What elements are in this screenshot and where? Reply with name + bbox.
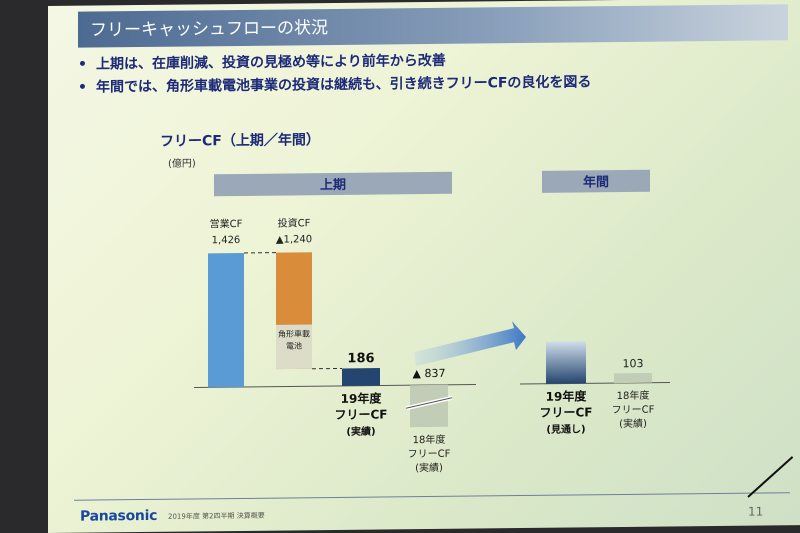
- bar-label-investing-cf: 投資CF: [278, 216, 311, 229]
- value-label-fcf-18-full-year: 103: [623, 357, 644, 370]
- value-label-fcf-18: ▲ 837: [413, 367, 446, 380]
- bar-label-operating-cf: 営業CF: [210, 217, 243, 230]
- section-header-first-half: [214, 171, 452, 197]
- bar-fcf-19-full-year: [546, 341, 586, 384]
- section-label-full-year: 年間: [583, 174, 609, 190]
- trend-arrow: [414, 321, 526, 367]
- bar-operating-cf: [208, 252, 244, 388]
- axis-break-edge: [405, 397, 453, 409]
- sub-label-battery: 電池: [286, 341, 302, 351]
- category-label-fcf-18-full-year: フリーCF: [612, 405, 655, 416]
- sub-label-battery: 角形車載: [278, 328, 310, 338]
- category-label-fcf-19-forecast: フリーCF: [539, 405, 592, 420]
- slide: フリーキャッシュフローの状況 • 上期は、在庫削減、投資の見極め等により前年から改…: [48, 0, 800, 533]
- category-label-fcf-19-forecast: (見通し): [546, 423, 585, 435]
- category-label-fcf-18: 18年度: [413, 433, 446, 446]
- bar-fcf-19-first-half: [342, 368, 380, 386]
- bar-investing-cf-sub: [276, 324, 312, 370]
- category-label-fcf-19-forecast: 19年度: [546, 388, 588, 403]
- footer-text: 2019年度 第2四半期 決算概要: [168, 511, 265, 521]
- category-label-fcf-19: (実績): [346, 425, 375, 438]
- value-label-investing-cf: ▲1,240: [276, 234, 312, 245]
- category-label-fcf-19: フリーCF: [334, 407, 387, 422]
- value-label-operating-cf: 1,426: [212, 235, 241, 246]
- bar-fcf-18-first-half: [410, 384, 448, 428]
- category-label-fcf-18-full-year: (実績): [619, 417, 647, 430]
- section-header-full-year: [542, 169, 650, 193]
- section-label-first-half: 上期: [320, 178, 346, 193]
- category-label-fcf-19: 19年度: [341, 390, 383, 405]
- page-number: 11: [748, 504, 764, 519]
- value-label-fcf-19: 186: [347, 351, 374, 366]
- panasonic-logo: Panasonic: [80, 507, 158, 525]
- category-label-fcf-18: (実績): [415, 461, 443, 474]
- bar-fcf-18-full-year: [614, 372, 652, 384]
- category-label-fcf-18-full-year: 18年度: [617, 389, 650, 402]
- category-label-fcf-18: フリーCF: [408, 449, 451, 460]
